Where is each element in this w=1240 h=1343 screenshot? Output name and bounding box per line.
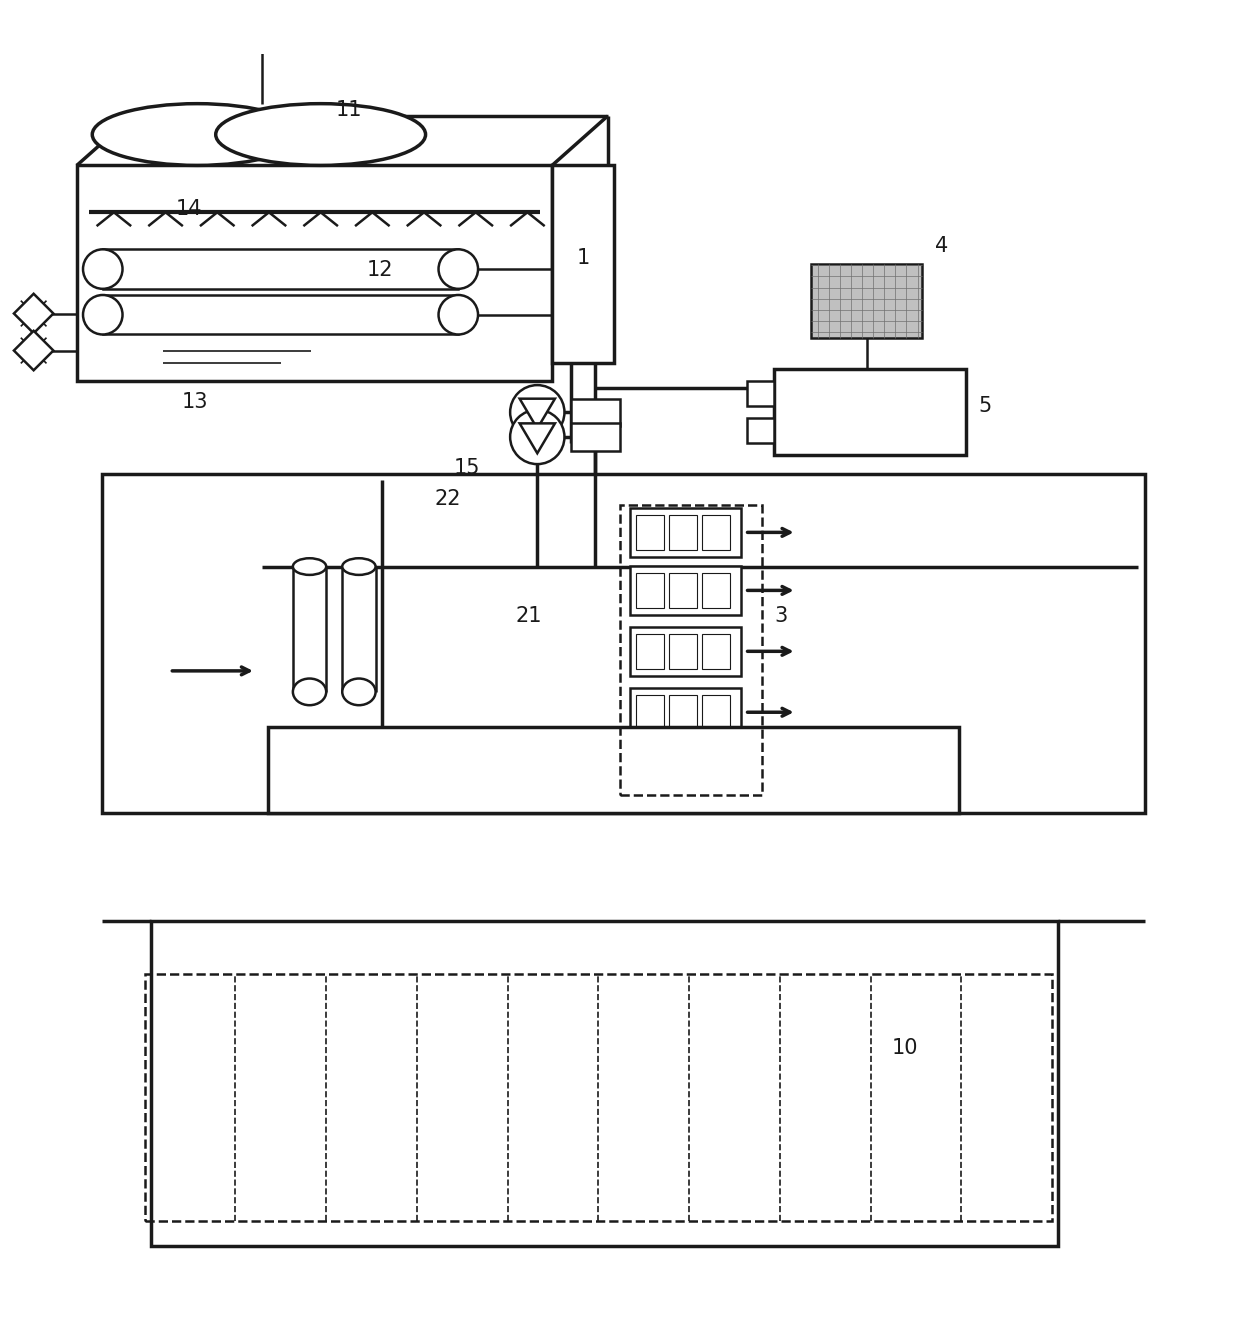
- Ellipse shape: [83, 295, 123, 334]
- Bar: [748, 381, 774, 406]
- Circle shape: [510, 410, 564, 465]
- Bar: [145, 974, 1052, 1221]
- Polygon shape: [520, 423, 556, 453]
- Bar: [668, 694, 697, 729]
- Text: 13: 13: [182, 392, 208, 412]
- Bar: [636, 694, 665, 729]
- Ellipse shape: [83, 250, 123, 289]
- Text: 1: 1: [577, 248, 590, 269]
- Ellipse shape: [92, 103, 303, 165]
- Text: 12: 12: [367, 261, 393, 281]
- Ellipse shape: [342, 678, 376, 705]
- Bar: [630, 688, 742, 737]
- Text: 22: 22: [435, 489, 461, 509]
- Bar: [636, 516, 665, 549]
- Bar: [636, 634, 665, 669]
- Bar: [630, 627, 742, 676]
- Bar: [630, 508, 742, 557]
- Bar: [811, 265, 923, 338]
- Text: 21: 21: [515, 606, 542, 626]
- Bar: [636, 573, 665, 607]
- Bar: [103, 250, 459, 289]
- Polygon shape: [14, 294, 53, 333]
- Text: 5: 5: [978, 396, 991, 416]
- Bar: [702, 694, 730, 729]
- Text: 4: 4: [935, 235, 949, 255]
- Bar: [620, 505, 761, 795]
- Ellipse shape: [216, 103, 425, 165]
- Ellipse shape: [293, 678, 326, 705]
- Text: 11: 11: [336, 99, 362, 120]
- Bar: [668, 634, 697, 669]
- Bar: [77, 165, 552, 381]
- Bar: [748, 419, 774, 443]
- Bar: [630, 565, 742, 615]
- Ellipse shape: [342, 559, 376, 575]
- Bar: [570, 399, 620, 426]
- Polygon shape: [520, 399, 556, 428]
- Bar: [668, 516, 697, 549]
- Ellipse shape: [293, 559, 326, 575]
- Bar: [268, 727, 960, 814]
- Text: 10: 10: [892, 1038, 918, 1058]
- Bar: [774, 369, 966, 455]
- Bar: [702, 573, 730, 607]
- Ellipse shape: [439, 250, 479, 289]
- Polygon shape: [14, 330, 53, 371]
- Text: 14: 14: [176, 199, 202, 219]
- Bar: [151, 921, 1058, 1245]
- Text: 3: 3: [774, 606, 787, 626]
- Text: 15: 15: [454, 458, 480, 478]
- Bar: [552, 165, 614, 363]
- Circle shape: [510, 385, 564, 439]
- Bar: [702, 516, 730, 549]
- Bar: [668, 573, 697, 607]
- Bar: [103, 295, 459, 334]
- Ellipse shape: [439, 295, 479, 334]
- Bar: [702, 634, 730, 669]
- Bar: [102, 474, 1145, 814]
- Bar: [570, 423, 620, 450]
